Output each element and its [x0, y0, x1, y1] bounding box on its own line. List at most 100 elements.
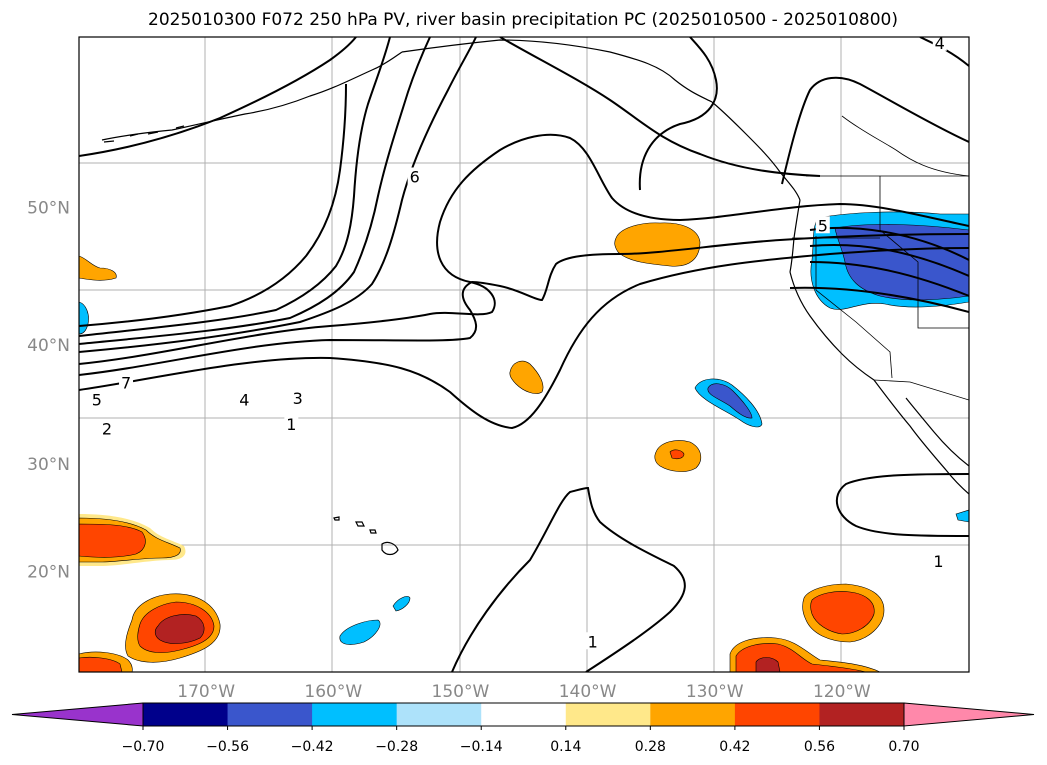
- pv-contour-label: 5: [92, 390, 102, 409]
- pv-contour-south-trough: [451, 486, 686, 672]
- pv-contour-label-bg: [119, 373, 134, 391]
- colorbar-tick-label: −0.28: [375, 739, 418, 755]
- colorbar-swatch: [819, 703, 905, 726]
- pv-contour-label: 3: [293, 389, 303, 408]
- pv-contour-west-5: [789, 286, 969, 313]
- positive-anomaly-42n-left: [79, 255, 117, 281]
- pv-contour-label-bg: [284, 415, 299, 433]
- lon-tick-label: 170°W: [177, 682, 235, 702]
- colorbar-extend-low: [11, 702, 144, 727]
- colorbar-tick-label: 0.56: [804, 739, 835, 755]
- lon-tick-label: 150°W: [432, 682, 490, 702]
- graticule: [79, 37, 969, 672]
- lat-tick-label: 40°N: [27, 336, 70, 356]
- pv-contour-label: 1: [933, 552, 943, 571]
- positive-anomaly-27n-133w-core: [669, 449, 685, 460]
- hawaii-island-4: [333, 516, 340, 521]
- pv-contour-label-bg: [815, 216, 830, 234]
- pv-contour-label-bg: [931, 551, 946, 569]
- pv-contours: [79, 37, 969, 672]
- colorbar-tick-label: −0.14: [460, 739, 503, 755]
- hawaii-island-big: [381, 541, 399, 556]
- positive-anomaly-20n-left-core: [79, 523, 146, 558]
- us-mexico-border: [873, 379, 969, 401]
- lat-tick-label: 30°N: [27, 455, 70, 475]
- negative-anomaly-right-edge: [955, 509, 969, 523]
- negative-anomaly-uswest-core: [834, 224, 969, 301]
- colorbar-tick-label: 0.70: [888, 739, 919, 755]
- pv-contour-label: 4: [239, 390, 249, 409]
- pv-contour-8: [79, 37, 357, 157]
- negative-anomaly-hawaii-2: [392, 596, 411, 612]
- pv-contour-label: 7: [121, 373, 131, 392]
- lat-tick-label: 20°N: [27, 562, 70, 582]
- colorbar-swatch: [734, 703, 820, 726]
- colorbar-swatch: [312, 703, 398, 726]
- pv-contour-west-4: [809, 261, 969, 297]
- pv-contour-ne-1: [781, 76, 969, 185]
- pv-contour-label-bg: [932, 37, 947, 51]
- colorbar-swatch: [227, 703, 313, 726]
- pv-contour-closed-sub: [835, 473, 969, 537]
- map-frame: [78, 36, 970, 673]
- colorbar-swatch: [481, 703, 567, 726]
- colorbar-swatch: [565, 703, 651, 726]
- lat-tick-label: 50°N: [27, 198, 70, 218]
- inland-border-ne: [841, 115, 969, 177]
- pv-contour-2: [79, 233, 969, 376]
- pv-contour-7: [79, 83, 347, 327]
- pv-contour-label-bg: [407, 167, 422, 185]
- lon-tick-label: 140°W: [559, 682, 617, 702]
- lon-tick-label: 120°W: [813, 682, 871, 702]
- positive-anomaly-15n-120w-core: [810, 591, 875, 635]
- colorbar: −0.70 −0.56 −0.42 −0.28 −0.14 0.14 0.28 0.42 0.5…: [11, 702, 1035, 755]
- pv-contour-4: [79, 37, 477, 353]
- california-nevada-border: [815, 236, 893, 379]
- california-coast: [789, 271, 875, 381]
- positive-anomaly-bottom-125w-core: [755, 657, 781, 672]
- alaska-peninsula-coast: [101, 51, 403, 141]
- positive-anomaly-34n-145w: [509, 360, 544, 394]
- hawaii-island-2: [355, 521, 365, 527]
- pv-contour-3: [79, 133, 969, 365]
- colorbar-tick-label: 0.28: [635, 739, 666, 755]
- pv-contour-1: [79, 247, 969, 430]
- negative-anomaly-30n-130w-core: [707, 383, 753, 419]
- pv-contour-5: [79, 37, 431, 345]
- chart-title: 2025010300 F072 250 hPa PV, river basin …: [148, 10, 898, 30]
- pv-contour-ridge: [499, 37, 821, 177]
- positive-anomaly-13n-168w-core: [154, 614, 205, 644]
- coastlines: [101, 39, 969, 556]
- pv-contour-label-bg: [237, 390, 252, 408]
- idaho-border: [879, 176, 969, 329]
- pv-contour-label: 2: [102, 420, 112, 439]
- colorbar-extend-high: [903, 702, 1035, 727]
- pv-contour-label: 1: [588, 632, 598, 651]
- colorbar-outline: [142, 702, 905, 727]
- baja-west-coast: [873, 379, 969, 495]
- colorbar-swatch: [650, 703, 736, 726]
- positive-anomaly-bottom-left-core: [79, 656, 123, 672]
- pv-contour-closed-ne: [638, 37, 718, 191]
- southern-alaska-coast: [401, 39, 713, 103]
- colorbar-tick-label: 0.14: [550, 739, 581, 755]
- aleutian-islands-a: [103, 125, 185, 143]
- pv-contour-label: 4: [935, 34, 945, 53]
- positive-anomaly-44n-138w: [614, 222, 701, 267]
- baja-east-coast: [905, 397, 969, 467]
- pv-contour-label: 6: [410, 168, 420, 187]
- pv-contour-label: 1: [286, 415, 296, 434]
- lon-tick-label: 160°W: [304, 682, 362, 702]
- pv-contour-label-bg: [99, 419, 114, 437]
- colorbar-swatch: [143, 703, 229, 726]
- pv-contour-west-3: [809, 244, 969, 277]
- ak-panhandle-bc-coast: [711, 101, 801, 201]
- colorbar-tick-label: 0.42: [719, 739, 750, 755]
- pv-contour-label-bg: [290, 389, 305, 407]
- colorbar-tick-label: −0.56: [206, 739, 249, 755]
- negative-anomaly-hawaii-1: [339, 619, 381, 645]
- pv-contour-label-bg: [585, 632, 600, 650]
